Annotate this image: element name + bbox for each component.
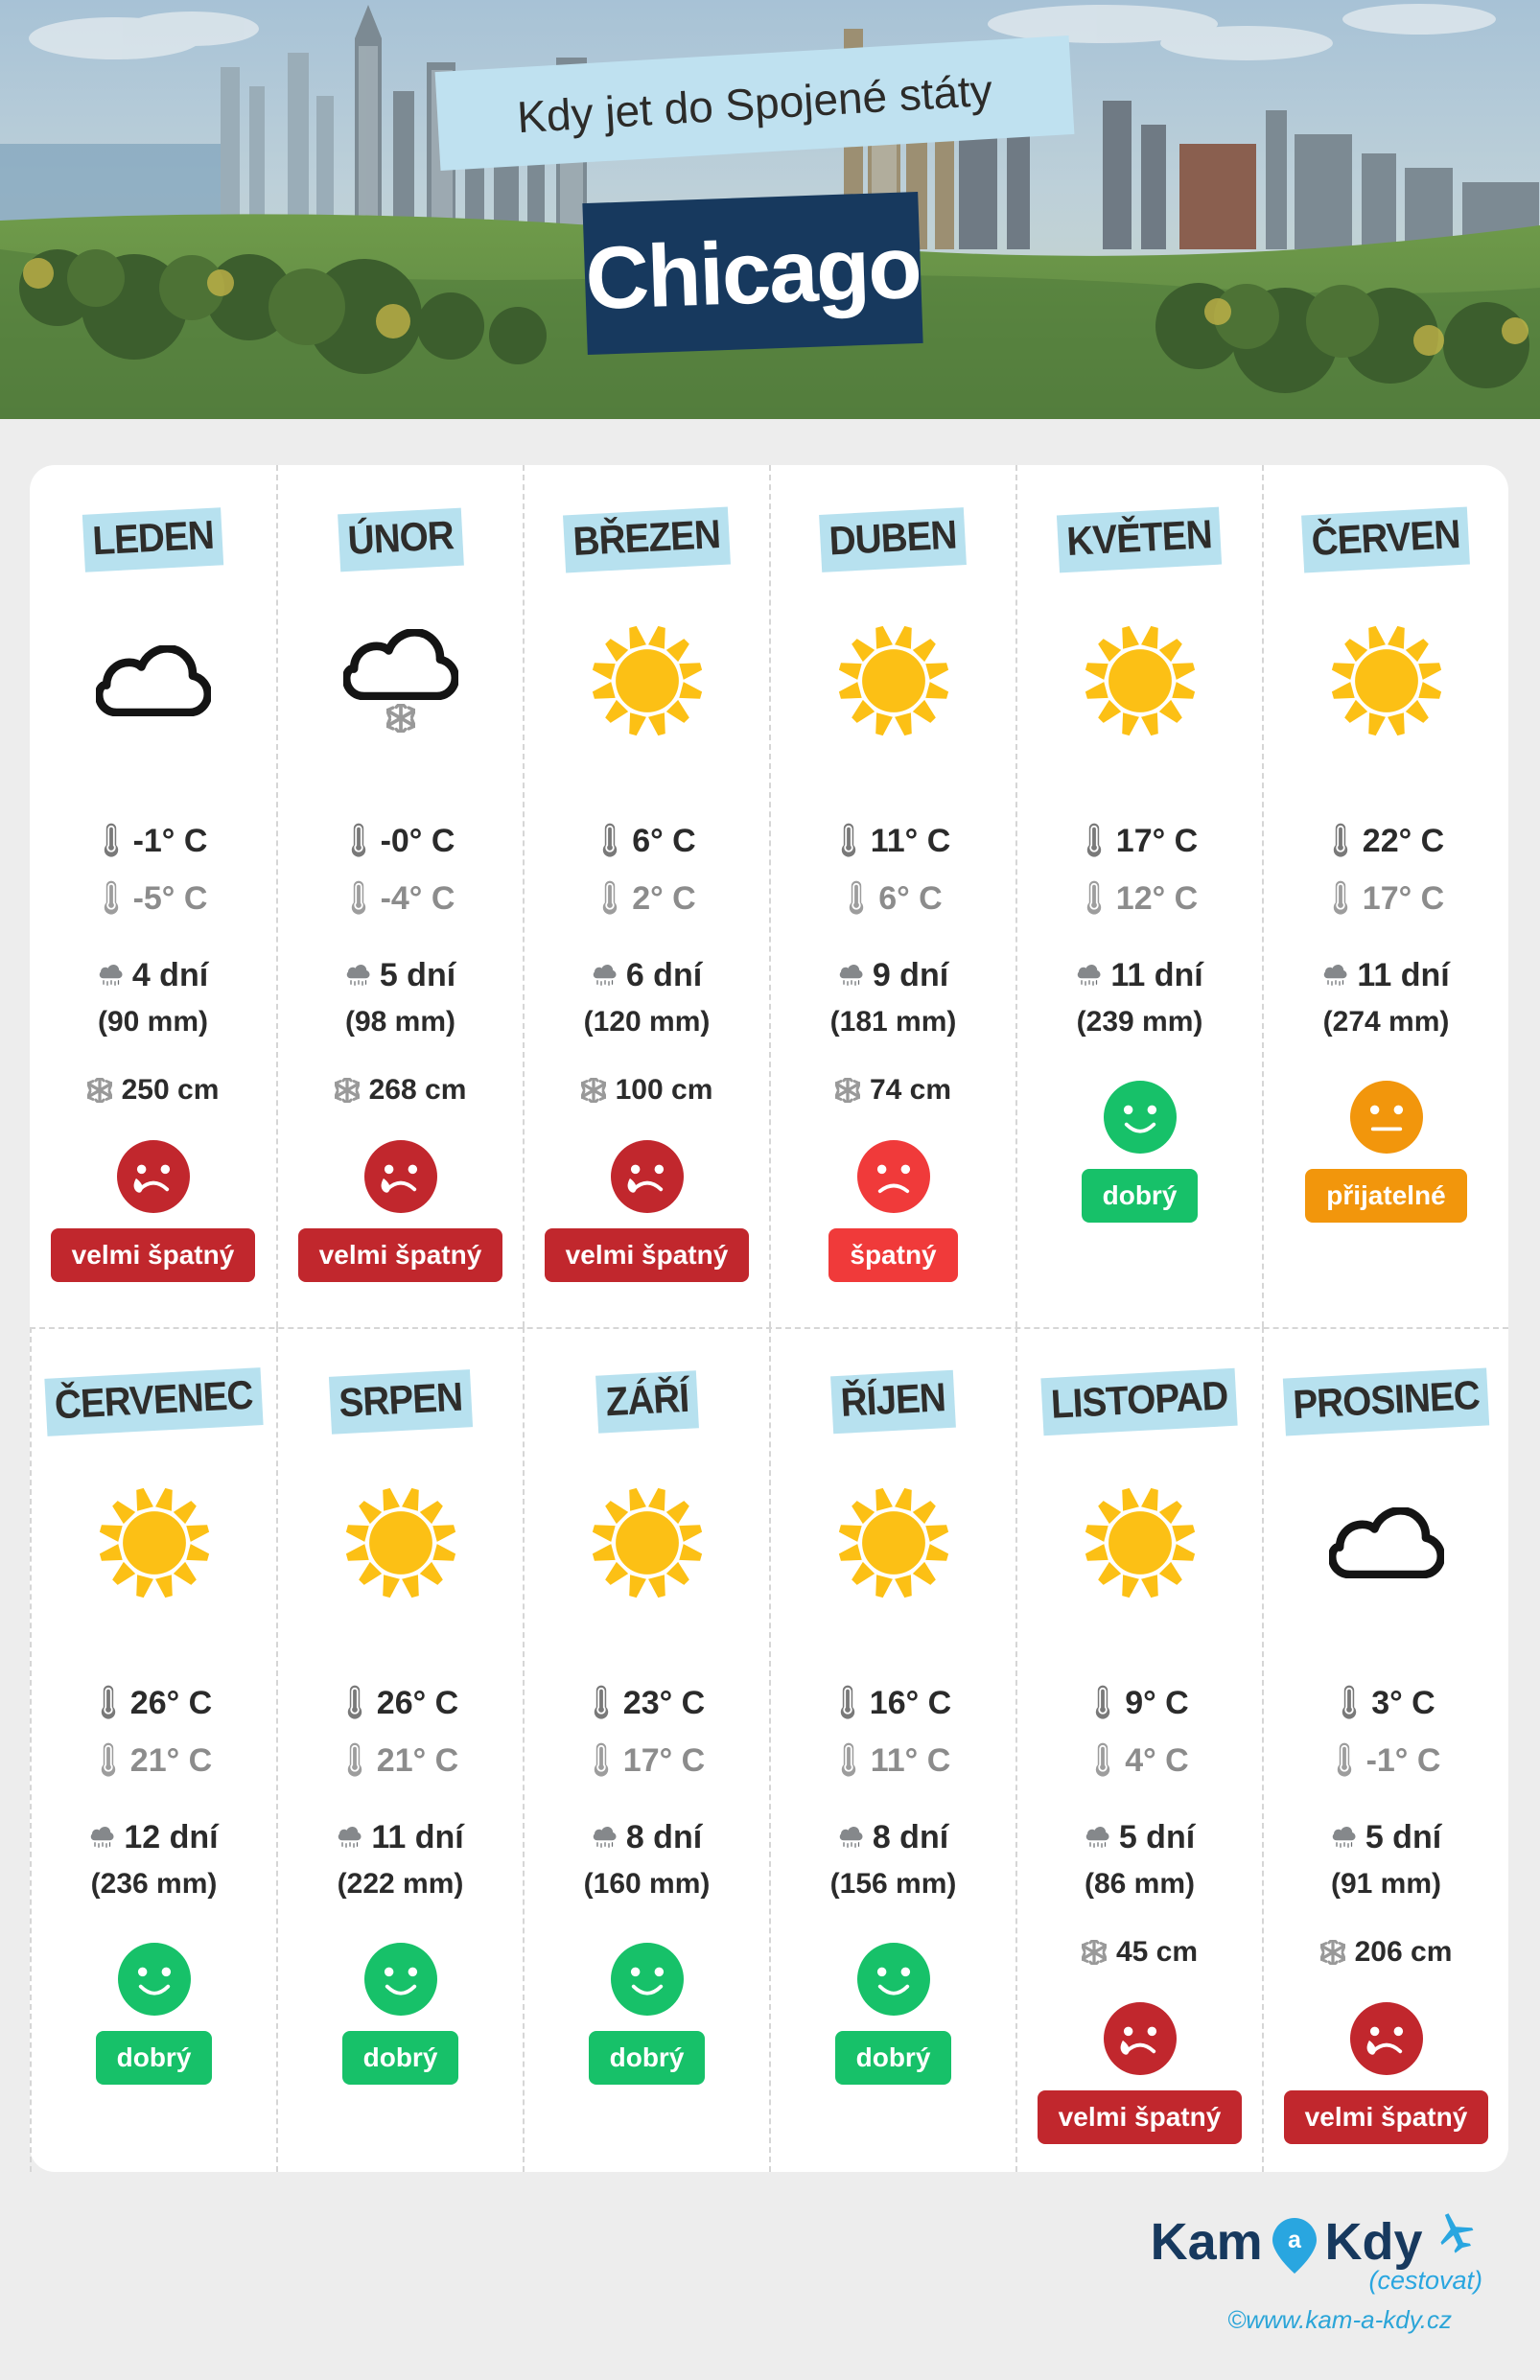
svg-text:a: a (1288, 2227, 1302, 2253)
